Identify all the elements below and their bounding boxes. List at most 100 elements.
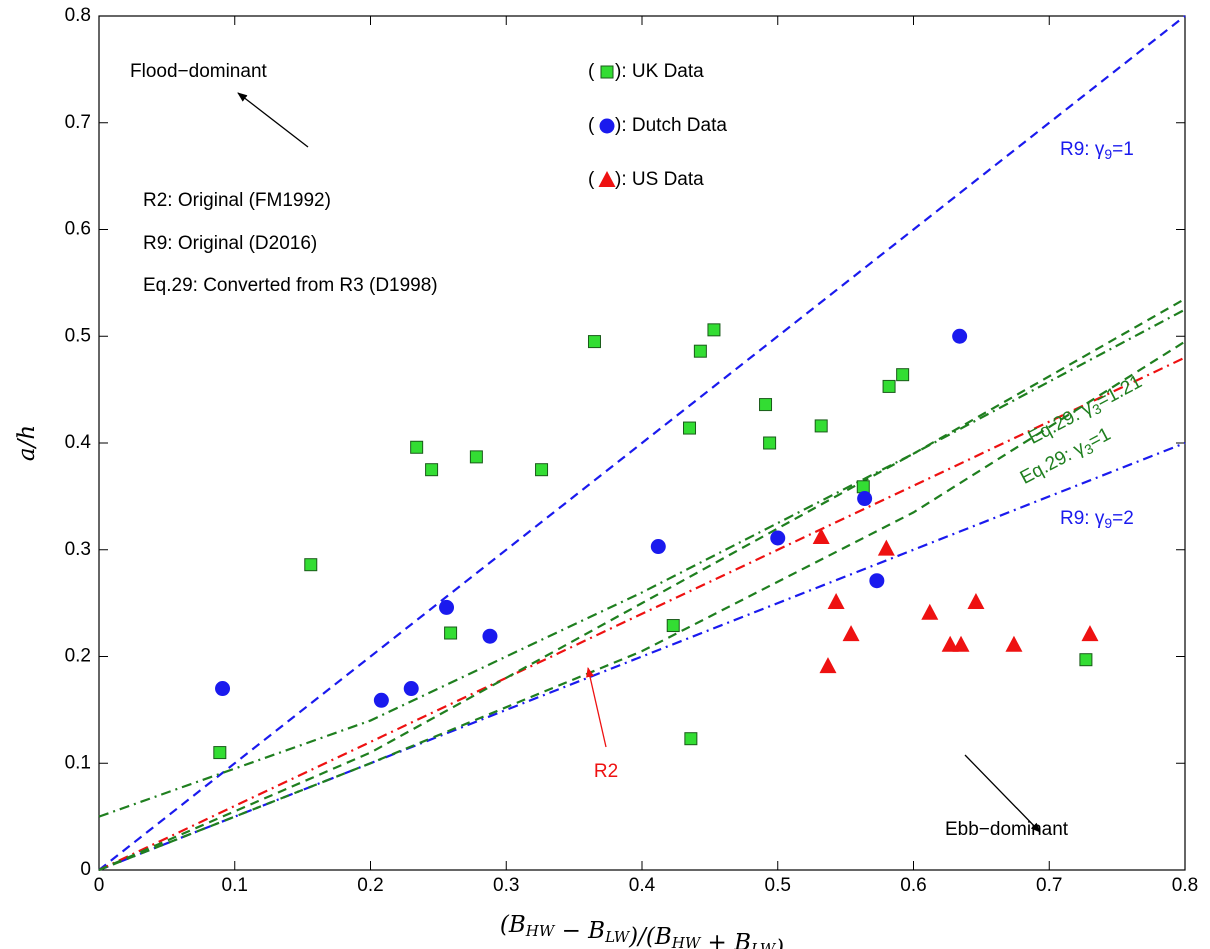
legend-label: ): UK Data: [615, 61, 704, 82]
legend-sep: ):: [615, 169, 632, 190]
us-marker: [877, 539, 895, 556]
x-axis-label-part: − B: [554, 918, 605, 944]
x-tick-label: 0.4: [629, 875, 656, 896]
r2-arrow: [586, 667, 607, 748]
legend-marker: [600, 65, 614, 79]
line-label-part: =2: [1112, 508, 1134, 529]
x-axis-label-sub: HW: [525, 922, 556, 940]
y-tick-label: 0.3: [65, 539, 91, 560]
legend-sep: ):: [615, 115, 632, 136]
us-marker: [827, 593, 845, 610]
line-label-part: R2: [594, 761, 618, 782]
line-label: R2: [594, 761, 618, 782]
dutch-marker: [439, 599, 455, 615]
annotation: Ebb−dominant: [945, 819, 1069, 840]
y-tick-label: 0.2: [65, 646, 91, 667]
fit-line: [98, 441, 1186, 872]
x-tick-label: 0.7: [1036, 875, 1062, 896]
us-marker: [819, 657, 837, 674]
uk-marker: [759, 398, 773, 412]
x-tick-label: 0.6: [900, 875, 926, 896]
line-label: Eq.29: γ3=1.21: [1025, 371, 1147, 450]
dutch-marker: [373, 692, 389, 708]
x-axis-label-part: (B: [500, 912, 526, 938]
uk-marker: [410, 440, 424, 454]
uk-marker: [684, 732, 698, 746]
fit-line: [98, 297, 1186, 872]
x-axis-label-sub: HW: [671, 934, 702, 949]
x-axis-label: (BHW − BLW)/(BHW + BLW): [500, 912, 784, 949]
us-marker: [842, 625, 860, 642]
uk-marker: [707, 323, 721, 337]
y-tick-label: 0.6: [65, 219, 91, 240]
y-tick-label: 0.7: [65, 112, 91, 133]
uk-marker: [444, 626, 458, 640]
uk-marker: [763, 436, 777, 450]
uk-marker: [304, 558, 318, 572]
x-axis-label-sub: LW: [604, 928, 631, 946]
us-marker: [941, 635, 959, 652]
annotation: Eq.29: Converted from R3 (D1998): [143, 275, 438, 296]
x-axis-label-part: + B: [700, 930, 751, 949]
uk-marker: [1079, 653, 1093, 667]
uk-marker: [693, 344, 707, 358]
us-marker: [952, 635, 970, 652]
legend-paren: (: [588, 115, 595, 136]
dutch-marker: [857, 491, 873, 507]
uk-marker: [587, 335, 601, 349]
dutch-marker: [952, 328, 968, 344]
uk-marker: [882, 379, 896, 393]
uk-marker: [856, 480, 870, 494]
us-marker: [1005, 635, 1023, 652]
x-tick-label: 0.3: [493, 875, 519, 896]
line-label-part: Eq.29: γ: [1017, 437, 1089, 489]
y-axis-label: a/h: [14, 425, 40, 461]
y-tick-label: 0.4: [65, 432, 92, 453]
y-tick-label: 0: [80, 859, 91, 880]
line-label-part: =1: [1112, 139, 1134, 160]
legend-name: UK Data: [632, 61, 704, 82]
legend-paren: (: [588, 169, 595, 190]
dutch-marker: [869, 573, 885, 589]
uk-marker: [535, 463, 549, 477]
line-label: R9: γ9=1: [1060, 139, 1134, 162]
legend-name: Dutch Data: [632, 115, 727, 136]
x-axis-label-part: )/(B: [628, 924, 672, 949]
annotation: R2: Original (FM1992): [143, 190, 331, 211]
fit-line: [98, 308, 1186, 818]
uk-marker: [666, 619, 680, 633]
uk-marker: [469, 450, 483, 464]
uk-marker: [425, 463, 439, 477]
uk-marker: [683, 421, 697, 435]
dutch-marker: [650, 539, 666, 555]
legend-label: ): Dutch Data: [615, 115, 727, 136]
line-label-part: R9: γ: [1060, 508, 1105, 529]
x-tick-label: 0.5: [765, 875, 791, 896]
uk-marker: [896, 368, 910, 382]
dutch-marker: [770, 530, 786, 546]
legend-sep: ):: [615, 61, 632, 82]
legend-paren: (: [588, 61, 595, 82]
legend-marker: [599, 118, 615, 134]
legend-name: US Data: [632, 169, 704, 190]
annotation: Flood−dominant: [130, 61, 268, 82]
dutch-marker: [482, 628, 498, 644]
y-tick-label: 0.5: [65, 325, 91, 346]
us-marker: [1081, 625, 1099, 642]
x-tick-label: 0.2: [357, 875, 383, 896]
uk-marker: [213, 746, 227, 760]
annotation: R9: Original (D2016): [143, 233, 317, 254]
flood-arrow: [237, 92, 309, 148]
y-tick-label: 0.8: [65, 5, 91, 26]
x-tick-label: 0.1: [222, 875, 248, 896]
line-label-part: R9: γ: [1060, 139, 1105, 160]
legend-label: ): US Data: [615, 169, 704, 190]
x-tick-label: 0: [94, 875, 105, 896]
uk-marker: [814, 419, 828, 433]
dutch-marker: [403, 681, 419, 697]
x-tick-label: 0.8: [1172, 875, 1198, 896]
fit-line: [98, 15, 1186, 871]
fit-line: [98, 356, 1186, 871]
